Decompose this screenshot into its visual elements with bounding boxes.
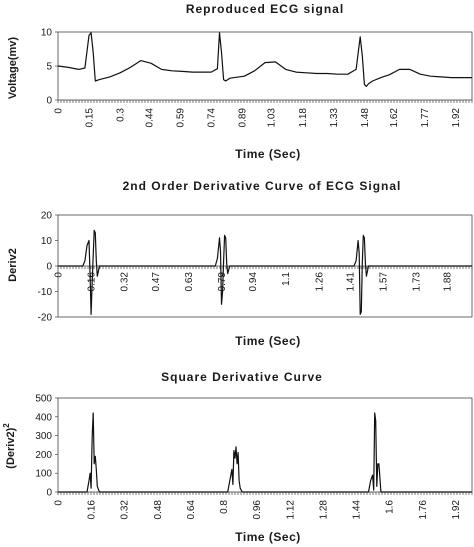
- x-tick-label: 0.74: [207, 108, 218, 128]
- chart-3-xticks: 0 0.16 0.32 0.48 0.64 0.8 0.96 1.12 1.28 1.44 1.6 1…: [54, 492, 473, 519]
- x-tick-label: 0.59: [176, 108, 187, 128]
- x-tick-label: 1.26: [314, 272, 325, 292]
- x-tick-label: 1.44: [352, 500, 363, 520]
- series-line-1: [58, 412, 472, 493]
- chart-2-ylabel: Deriv2: [7, 248, 19, 282]
- chart-1-title: Reproduced ECG signal: [186, 2, 344, 16]
- x-tick-label: 1.12: [285, 500, 296, 520]
- chart-1-series: [57, 32, 472, 88]
- y-tick-label: 5: [46, 62, 52, 73]
- x-tick-label: 0.15: [85, 108, 96, 128]
- x-tick-label: 0.44: [145, 108, 156, 128]
- x-tick-label: 1.77: [420, 108, 431, 128]
- y-tick-label: 0: [46, 488, 52, 499]
- x-tick-label: 0.47: [151, 272, 162, 292]
- x-tick-label: 1.41: [345, 272, 356, 292]
- chart-1: Reproduced ECG signal Voltage(mv) 0 5 10 0…: [7, 2, 473, 161]
- x-tick-label: 0: [54, 500, 65, 506]
- chart-3-xlabel: Time (Sec): [235, 530, 300, 544]
- series-line-1: [57, 32, 472, 88]
- chart-3-ylabel-sup: 2: [2, 423, 11, 428]
- x-tick-label: 1.62: [389, 108, 400, 128]
- chart-1-xticks: 0 0.15 0.3 0.44 0.59 0.74 0.89 1.03 1.18 1.33 1.48…: [54, 100, 473, 127]
- chart-2-xticks: 0 0.16 0.32 0.47 0.63 0.79 0.94 1.1 1.26 1.41 1.57…: [54, 265, 473, 292]
- chart-2-title: 2nd Order Derivative Curve of ECG Signal: [123, 179, 402, 193]
- y-tick-label: 0: [46, 96, 52, 107]
- x-tick-label: 0.89: [238, 108, 249, 128]
- chart-1-ylabel: Voltage(mv): [7, 37, 19, 99]
- chart-2-yticks: 20 10 0 -10 -20: [38, 211, 58, 324]
- x-tick-label: 1.48: [360, 108, 371, 128]
- x-tick-label: 1.92: [451, 108, 462, 128]
- chart-3-ylabel: (Deriv2)2: [2, 423, 17, 469]
- x-tick-label: 1.28: [318, 500, 329, 520]
- chart-3-ylabel-text: (Deriv2): [5, 427, 17, 468]
- y-tick-label: 400: [35, 412, 52, 423]
- x-tick-label: 1.76: [418, 500, 429, 520]
- x-tick-label: 1.18: [298, 108, 309, 128]
- x-tick-label: 0: [54, 108, 65, 114]
- x-tick-label: 1.03: [267, 108, 278, 128]
- x-tick-label: 1.57: [378, 272, 389, 292]
- x-tick-label: 1.92: [451, 500, 462, 520]
- y-tick-label: 10: [41, 236, 53, 247]
- y-tick-label: -20: [38, 313, 53, 324]
- x-tick-label: 1.88: [443, 272, 454, 292]
- chart-3-plot-area: [57, 397, 473, 493]
- x-tick-label: 0.64: [186, 500, 197, 520]
- x-tick-label: 0.63: [184, 272, 195, 292]
- chart-3-series: [58, 412, 472, 493]
- chart-2-series: [58, 229, 472, 315]
- y-tick-label: 200: [35, 450, 52, 461]
- chart-2: 2nd Order Derivative Curve of ECG Signal…: [7, 179, 473, 348]
- chart-1-yticks: 0 5 10: [41, 28, 58, 107]
- x-tick-label: 0.32: [120, 272, 131, 292]
- y-tick-label: 10: [41, 28, 53, 39]
- y-tick-label: 300: [35, 431, 52, 442]
- x-tick-label: 0.8: [219, 500, 230, 514]
- y-tick-label: 500: [35, 394, 52, 405]
- x-tick-label: 1.33: [329, 108, 340, 128]
- x-tick-label: 1.1: [281, 272, 292, 286]
- x-tick-label: 0.16: [87, 500, 98, 520]
- y-tick-label: 100: [35, 469, 52, 480]
- x-tick-label: 1.6: [385, 500, 396, 514]
- x-tick-label: 1.73: [412, 272, 423, 292]
- x-tick-label: 0.96: [252, 500, 263, 520]
- chart-1-xlabel: Time (Sec): [235, 147, 300, 161]
- x-tick-label: 0.3: [116, 108, 127, 122]
- x-tick-label: 0.32: [120, 500, 131, 520]
- chart-3-yticks: 500 400 300 200 100 0: [35, 394, 58, 499]
- x-tick-label: 0: [54, 272, 65, 278]
- chart-2-xlabel: Time (Sec): [235, 334, 300, 348]
- chart-3-title: Square Derivative Curve: [161, 370, 323, 384]
- y-tick-label: 0: [46, 262, 52, 273]
- y-tick-label: 20: [41, 211, 53, 222]
- series-line-1: [58, 229, 472, 315]
- x-tick-label: 0.94: [248, 272, 259, 292]
- chart-3: Square Derivative Curve (Deriv2)2 500 400…: [2, 370, 473, 544]
- chart-1-plot-area: [57, 31, 473, 101]
- y-tick-label: -10: [38, 287, 53, 298]
- x-tick-label: 0.48: [153, 500, 164, 520]
